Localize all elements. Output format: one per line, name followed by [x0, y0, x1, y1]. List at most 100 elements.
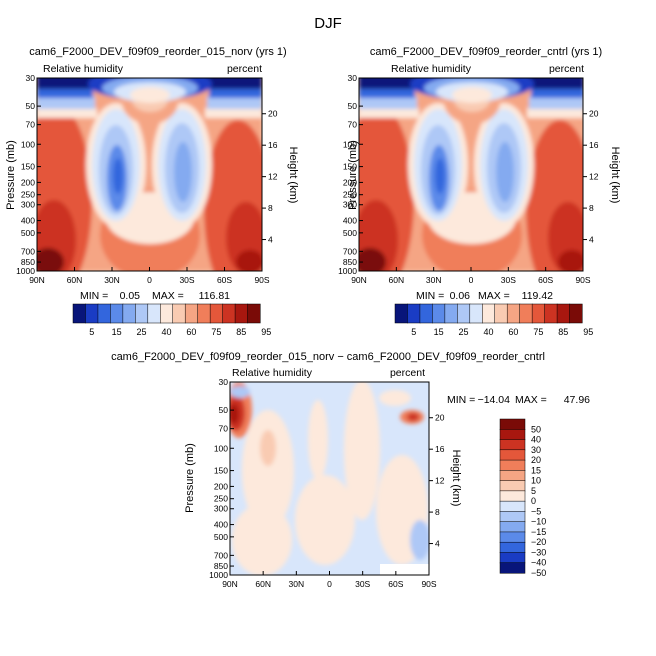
pressure-tick-label: 850 — [21, 257, 35, 267]
pressure-tick-label: 50 — [219, 405, 229, 415]
panel-1-units-label: percent — [227, 63, 262, 75]
panel-2-colorbar: 5 15 25 40 60 75 85 95 — [394, 303, 593, 337]
colorbar-tick-label: 40 — [483, 327, 493, 337]
colorbar-tick-label: 85 — [558, 327, 568, 337]
pressure-tick-label: 30 — [26, 73, 36, 83]
panel-3-units-label: percent — [390, 367, 425, 379]
panel-1-title: cam6_F2000_DEV_f09f09_reorder_015_norv (… — [29, 46, 286, 58]
colorbar-tick-label: 5 — [531, 486, 536, 496]
pressure-tick-label: 70 — [348, 120, 358, 130]
height-tick-label: 4 — [435, 539, 440, 549]
panel-3-height-ticks: 20 16 12 8 4 — [429, 413, 445, 549]
colorbar-swatch — [72, 303, 87, 324]
colorbar-tick-label: 20 — [531, 455, 541, 465]
height-tick-label: 12 — [589, 172, 599, 182]
panel-3-min-value: −14.04 — [478, 394, 511, 406]
height-tick-label: 16 — [435, 444, 445, 454]
height-tick-label: 16 — [589, 140, 599, 150]
pressure-tick-label: 1000 — [209, 570, 228, 580]
panel-1-min-label: MIN = — [80, 290, 108, 302]
panel-1: cam6_F2000_DEV_f09f09_reorder_015_norv (… — [5, 46, 299, 337]
colorbar-tick-label: −20 — [531, 537, 546, 547]
colorbar-swatch — [432, 303, 446, 324]
colorbar-swatch — [122, 303, 136, 324]
colorbar-tick-label: 0 — [531, 496, 536, 506]
panel-2-min-label: MIN = — [416, 290, 444, 302]
latitude-tick-label: 0 — [147, 275, 152, 285]
pressure-tick-label: 70 — [219, 424, 229, 434]
pressure-tick-label: 250 — [343, 190, 357, 200]
panel-3-y2-label: Height (km) — [450, 450, 462, 507]
colorbar-swatch — [482, 303, 496, 324]
latitude-tick-label: 60S — [217, 275, 232, 285]
colorbar-tick-label: 5 — [411, 327, 416, 337]
colorbar-swatch — [499, 418, 526, 430]
panel-3-plot — [230, 382, 429, 575]
pressure-tick-label: 250 — [214, 494, 228, 504]
colorbar-swatch — [147, 303, 161, 324]
colorbar-tick-label: −30 — [531, 547, 546, 557]
colorbar-swatch — [469, 303, 483, 324]
height-tick-label: 4 — [589, 235, 594, 245]
panel-3-max-value: 47.96 — [564, 394, 590, 406]
latitude-tick-label: 60N — [389, 275, 405, 285]
latitude-tick-label: 30S — [179, 275, 194, 285]
height-tick-label: 8 — [268, 203, 273, 213]
colorbar-swatch — [499, 562, 526, 574]
pressure-tick-label: 30 — [348, 73, 358, 83]
colorbar-swatch — [499, 449, 526, 461]
colorbar-swatch — [85, 303, 99, 324]
pressure-tick-label: 300 — [21, 200, 35, 210]
colorbar-swatch — [499, 470, 526, 482]
colorbar-tick-label: 85 — [236, 327, 246, 337]
panel-1-y-label: Pressure (mb) — [5, 140, 17, 210]
latitude-tick-label: 30S — [501, 275, 516, 285]
latitude-tick-label: 60S — [388, 579, 403, 589]
colorbar-swatch — [499, 521, 526, 533]
panel-3-y-label: Pressure (mb) — [184, 443, 196, 513]
colorbar-tick-label: 75 — [533, 327, 543, 337]
colorbar-swatch — [135, 303, 149, 324]
pressure-tick-label: 200 — [21, 177, 35, 187]
height-tick-label: 20 — [589, 109, 599, 119]
latitude-tick-label: 30N — [104, 275, 120, 285]
height-tick-label: 8 — [589, 203, 594, 213]
panel-1-height-ticks: 20 16 12 8 4 — [262, 109, 278, 245]
colorbar-swatch — [160, 303, 174, 324]
panel-1-colorbar: 5 15 25 40 60 75 85 95 — [72, 303, 271, 337]
colorbar-swatch — [234, 303, 249, 324]
height-tick-label: 12 — [268, 172, 278, 182]
colorbar-tick-label: 60 — [186, 327, 196, 337]
pressure-tick-label: 700 — [214, 550, 228, 560]
colorbar-swatch — [407, 303, 421, 324]
pressure-tick-label: 400 — [214, 520, 228, 530]
pressure-tick-label: 250 — [21, 190, 35, 200]
colorbar-tick-label: 40 — [531, 435, 541, 445]
colorbar-swatch — [499, 429, 526, 441]
colorbar-swatch — [569, 303, 583, 324]
colorbar-swatch — [444, 303, 458, 324]
height-tick-label: 8 — [435, 507, 440, 517]
colorbar-swatch — [457, 303, 471, 324]
colorbar-swatch — [494, 303, 508, 324]
latitude-tick-label: 90N — [222, 579, 238, 589]
panel-3-max-label: MAX = — [515, 394, 547, 406]
panel-3: cam6_F2000_DEV_f09f09_reorder_015_norv −… — [111, 351, 590, 589]
panel-2-title: cam6_F2000_DEV_f09f09_reorder_cntrl (yrs… — [370, 46, 602, 58]
colorbar-swatch — [499, 541, 526, 554]
panel-3-lat-ticks: 90N 60N 30N 0 30S 60S 90S — [222, 571, 437, 589]
pressure-tick-label: 150 — [343, 162, 357, 172]
latitude-tick-label: 60N — [255, 579, 271, 589]
pressure-tick-label: 1000 — [16, 266, 35, 276]
pressure-tick-label: 100 — [343, 139, 357, 149]
colorbar-swatch — [499, 480, 526, 492]
pressure-tick-label: 100 — [21, 139, 35, 149]
latitude-tick-label: 90N — [351, 275, 367, 285]
colorbar-tick-label: −15 — [531, 527, 546, 537]
panel-3-title: cam6_F2000_DEV_f09f09_reorder_015_norv −… — [111, 351, 545, 363]
pressure-tick-label: 850 — [214, 561, 228, 571]
panel-3-field-label: Relative humidity — [232, 367, 313, 379]
colorbar-swatch — [499, 500, 526, 512]
